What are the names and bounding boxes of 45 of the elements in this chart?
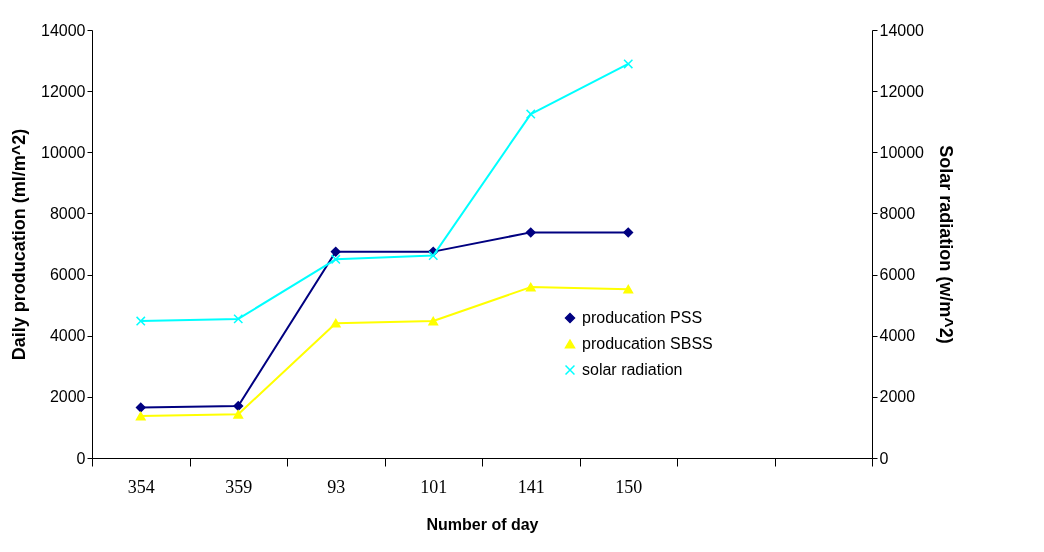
y-tick-label: 2000 (49, 388, 86, 406)
point (233, 401, 244, 411)
legend-label: producation PSS (582, 309, 703, 326)
point (525, 109, 536, 119)
x-tick-label: 93 (327, 476, 346, 497)
x-tick-label: 141 (517, 476, 545, 497)
point (623, 59, 634, 69)
point (525, 227, 536, 238)
y-tick-label: 14000 (41, 21, 86, 39)
y-axis-title: Daily producation (ml/m^2) (9, 128, 30, 361)
point (623, 284, 634, 294)
y2-tick-label: 6000 (879, 266, 916, 284)
point (428, 250, 439, 261)
point (330, 254, 341, 265)
y2-tick-label: 4000 (879, 327, 916, 345)
x-tick-label: 101 (420, 476, 448, 497)
y2-tick-label: 14000 (879, 21, 925, 39)
legend-label: producation SBSS (582, 335, 713, 352)
y-tick-label: 10000 (41, 143, 86, 161)
x-tick-label: 359 (225, 476, 253, 497)
y-tick-label: 4000 (49, 327, 86, 345)
point (330, 246, 341, 257)
y-tick-label: 0 (76, 449, 86, 467)
point (135, 316, 146, 326)
y-tick-label: 8000 (49, 204, 86, 222)
y2-axis-title: Solar radiation (w/m^2) (935, 145, 956, 344)
x-axis-title: Number of day (426, 515, 539, 533)
x-tick-label: 354 (127, 476, 155, 497)
y2-tick-label: 0 (879, 449, 889, 467)
point (623, 227, 634, 238)
point (233, 409, 244, 419)
y-tick-label: 6000 (49, 266, 86, 284)
y2-tick-label: 10000 (879, 143, 925, 161)
point (135, 402, 146, 413)
point (428, 316, 439, 326)
point (135, 411, 146, 421)
y-tick-label: 12000 (41, 82, 86, 100)
point (330, 318, 341, 328)
y2-tick-label: 2000 (879, 388, 916, 406)
y2-tick-label: 8000 (879, 204, 916, 222)
x-tick-label: 150 (615, 476, 643, 497)
legend-label: solar radiation (582, 361, 683, 378)
y2-tick-label: 12000 (879, 82, 925, 100)
point (233, 313, 244, 324)
point (525, 282, 536, 292)
